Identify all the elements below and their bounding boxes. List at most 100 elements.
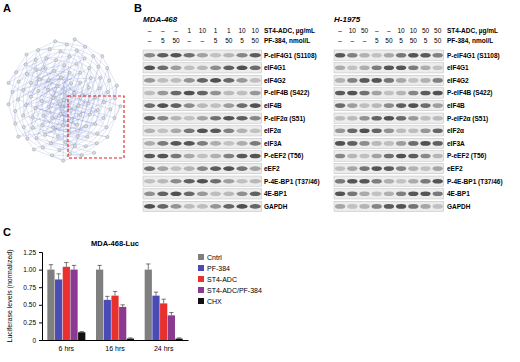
lane-value: 10 [410,27,418,34]
bar [168,315,175,340]
network-edge [34,118,104,149]
blot-band [384,129,394,134]
network-node [47,78,50,81]
row-label: eIF3A [447,140,465,147]
blot-band [347,129,357,134]
blot-band [250,179,261,184]
blot-band [335,129,345,134]
error-bar-cap [113,291,117,292]
network-node [75,49,78,52]
blot-strip [334,176,444,186]
network-node [65,43,68,46]
blot-band [396,116,406,121]
network-edge [38,50,69,132]
network-node [54,40,57,43]
blot-band [184,78,195,83]
network-edge [26,105,107,127]
row-label: P-eIF4G1 (S1108) [264,52,317,60]
blot-band [384,53,394,58]
blot-band [420,78,430,83]
lane-value: 10 [397,27,405,34]
blot-band [372,116,382,121]
blot: H-1975–1050––10105050ST4-ADC, µg/mL–––55… [334,15,503,212]
network-edge [82,137,108,155]
lane-value: – [375,27,379,34]
bar [63,267,70,340]
blot-band [157,204,168,209]
error-bar [56,274,60,280]
blot-strip [334,138,444,148]
blot-band [210,129,221,134]
blot-band [359,53,369,58]
network-node [73,91,76,94]
blot-band [359,192,369,197]
network-node [86,135,89,138]
blot-band [210,141,221,146]
network-edge [84,58,100,77]
bar [175,339,182,340]
network-edge [15,68,89,111]
network-node [54,58,57,61]
network-edge [97,118,115,143]
error-bar [80,331,84,333]
network-edge [83,78,91,96]
blot-band [210,204,221,209]
bar [152,296,159,340]
blot-band [250,154,261,159]
legend-label: PF-384 [207,265,230,272]
blot-band [335,204,345,209]
error-bar-stem [50,265,51,270]
blot-band [384,154,394,159]
network-node [75,62,78,65]
blot-band [197,53,208,58]
blot-band [236,116,247,121]
blot-band [359,91,369,96]
blot-band [250,204,261,209]
network-node [79,81,82,84]
blot-band [396,141,406,146]
blot-band [184,166,195,171]
treatment-label: PF-384, nmol/L [264,37,310,45]
y-axis-title: Luciferase levels (normalized) [6,250,14,343]
network-node [42,114,45,117]
blot-band [347,103,357,108]
blot-band [210,91,221,96]
row-label: P-eIF4G1 (S1108) [447,52,500,60]
network-edge [15,111,16,124]
y-axis: 00.250.500.751.001.25 [23,249,42,344]
lane-value: 5 [161,37,165,44]
y-tick: 0 [32,337,42,344]
network-edge [15,124,34,150]
lane-value: 50 [172,37,180,44]
blot-band [170,192,181,197]
blot-band [433,66,443,71]
network-edge [54,71,106,127]
network-edge [36,138,59,150]
blot-band [144,204,155,209]
network-node [68,106,71,109]
blot-band [420,53,430,58]
row-label: P-eIF4B (S422) [447,89,493,97]
legend-label: ST4-ADC [207,276,237,283]
blot-band [210,179,221,184]
lane-value: 1 [187,27,191,34]
error-bar-stem [148,264,149,270]
bar [70,270,77,340]
network-edge [60,51,84,58]
blot-band [433,192,443,197]
blot-band [372,192,382,197]
bar [111,296,118,340]
blot-strip [334,50,444,60]
network-node [96,132,99,135]
panel-label: A [3,2,11,14]
blot-band [170,66,181,71]
blot-band [197,103,208,108]
network-node [34,107,37,110]
blot-band [197,166,208,171]
blot-band [359,179,369,184]
bar [55,279,62,340]
blot-band [144,141,155,146]
blot-band [236,53,247,58]
blot-band [184,204,195,209]
network-node [63,63,66,66]
